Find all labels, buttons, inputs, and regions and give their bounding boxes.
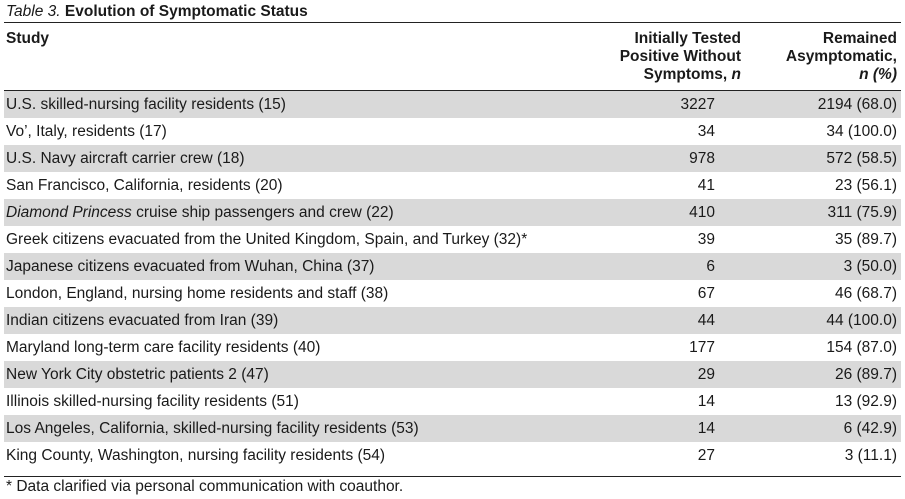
header-remained-asymptomatic: Remained Asymptomatic, n (%) — [786, 30, 897, 84]
table-row: New York City obstetric patients 2 (47) … — [4, 361, 901, 388]
study-cell: U.S. skilled-nursing facility residents … — [6, 96, 286, 113]
study-cell: King County, Washington, nursing facilit… — [6, 447, 386, 464]
tested-cell: 29 — [697, 366, 715, 383]
table-header: Study Initially Tested Positive Without … — [4, 23, 901, 90]
remained-cell: 154 (87.0) — [826, 339, 897, 356]
remained-cell: 3 (11.1) — [844, 447, 897, 464]
tested-cell: 27 — [697, 447, 715, 464]
remained-cell: 6 (42.9) — [843, 420, 897, 437]
tested-cell: 14 — [697, 393, 715, 410]
study-cell: San Francisco, California, residents (20… — [6, 177, 283, 194]
header-tested-n: n — [731, 66, 741, 83]
header-remained-n: n (%) — [859, 66, 897, 83]
table-row: U.S. Navy aircraft carrier crew (18) 978… — [4, 145, 901, 172]
study-cell: Vo’, Italy, residents (17) — [6, 123, 167, 140]
table-row: Los Angeles, California, skilled-nursing… — [4, 415, 901, 442]
header-tested-line3-wrap: Symptoms, n — [620, 66, 741, 84]
header-tested-line1: Initially Tested — [634, 30, 741, 47]
remained-cell: 311 (75.9) — [827, 204, 897, 221]
study-cell: London, England, nursing home residents … — [6, 285, 389, 302]
study-cell: New York City obstetric patients 2 (47) — [6, 366, 269, 383]
tested-cell: 3227 — [680, 96, 715, 113]
study-cell: Illinois skilled-nursing facility reside… — [6, 393, 299, 410]
remained-cell: 34 (100.0) — [826, 123, 897, 140]
study-cell: Greek citizens evacuated from the United… — [6, 231, 528, 248]
header-remained-line2: Asymptomatic, — [785, 48, 897, 65]
table-row: Maryland long-term care facility residen… — [4, 334, 901, 361]
table-caption: Table 3. Evolution of Symptomatic Status — [6, 2, 308, 22]
study-cell: Japanese citizens evacuated from Wuhan, … — [6, 258, 375, 275]
table-row: U.S. skilled-nursing facility residents … — [4, 91, 901, 118]
remained-cell: 35 (89.7) — [834, 231, 897, 248]
study-cell: Los Angeles, California, skilled-nursing… — [6, 420, 419, 437]
remained-cell: 3 (50.0) — [843, 258, 897, 275]
header-initially-tested: Initially Tested Positive Without Sympto… — [620, 30, 741, 84]
top-rule — [4, 22, 901, 23]
table-row: Japanese citizens evacuated from Wuhan, … — [4, 253, 901, 280]
tested-cell: 39 — [697, 231, 715, 248]
table-title: Evolution of Symptomatic Status — [64, 3, 308, 20]
table-row: London, England, nursing home residents … — [4, 280, 901, 307]
remained-cell: 572 (58.5) — [826, 150, 897, 167]
header-study: Study — [6, 30, 50, 47]
tested-cell: 410 — [689, 204, 715, 221]
study-cell-italic: Diamond Princess — [6, 204, 132, 221]
tested-cell: 34 — [697, 123, 715, 140]
table-body: U.S. skilled-nursing facility residents … — [4, 91, 901, 469]
tested-cell: 6 — [706, 258, 715, 275]
tested-cell: 44 — [697, 312, 715, 329]
remained-cell: 46 (68.7) — [834, 285, 897, 302]
table-row: Vo’, Italy, residents (17) 34 34 (100.0) — [4, 118, 901, 145]
header-tested-line2: Positive Without — [619, 48, 741, 65]
study-cell: Indian citizens evacuated from Iran (39) — [6, 312, 279, 329]
table-row: San Francisco, California, residents (20… — [4, 172, 901, 199]
header-tested-line3: Symptoms, — [643, 66, 728, 83]
table-row: Greek citizens evacuated from the United… — [4, 226, 901, 253]
tested-cell: 41 — [697, 177, 715, 194]
table-row: Illinois skilled-nursing facility reside… — [4, 388, 901, 415]
remained-cell: 2194 (68.0) — [817, 96, 897, 113]
table-row: Indian citizens evacuated from Iran (39)… — [4, 307, 901, 334]
remained-cell: 26 (89.7) — [834, 366, 897, 383]
header-remained-line1: Remained — [822, 30, 897, 47]
table-row: King County, Washington, nursing facilit… — [4, 442, 901, 469]
table-label: Table 3. — [6, 3, 61, 20]
remained-cell: 44 (100.0) — [826, 312, 897, 329]
study-cell-rest: cruise ship passengers and crew (22) — [131, 204, 394, 221]
tested-cell: 978 — [689, 150, 715, 167]
remained-cell: 13 (92.9) — [834, 393, 897, 410]
tested-cell: 67 — [697, 285, 715, 302]
study-cell: U.S. Navy aircraft carrier crew (18) — [6, 150, 245, 167]
bottom-rule — [4, 476, 901, 477]
table-footnote: * Data clarified via personal communicat… — [6, 478, 404, 495]
tested-cell: 14 — [697, 420, 715, 437]
table-row: Diamond Princess cruise ship passengers … — [4, 199, 901, 226]
header-rule — [4, 90, 901, 91]
study-cell: Maryland long-term care facility residen… — [6, 339, 321, 356]
remained-cell: 23 (56.1) — [834, 177, 897, 194]
tested-cell: 177 — [689, 339, 715, 356]
study-cell: Diamond Princess cruise ship passengers … — [6, 199, 394, 226]
